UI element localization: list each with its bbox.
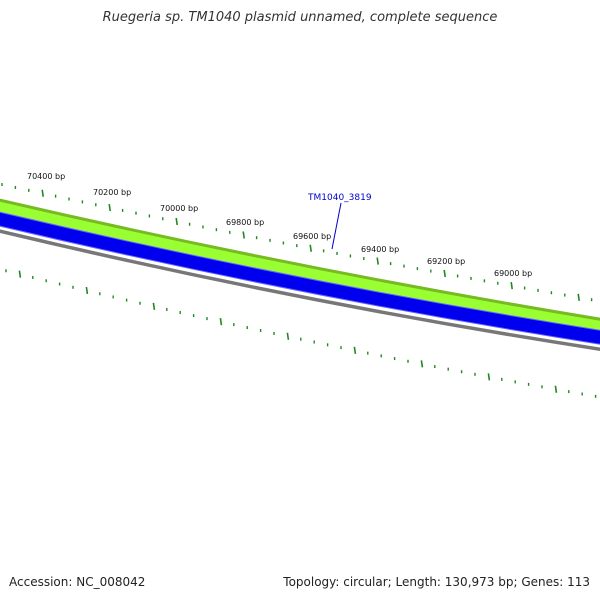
- ruler-label: 69200 bp: [427, 257, 465, 266]
- ruler-label: 70200 bp: [93, 188, 131, 197]
- sequence-summary: Topology: circular; Length: 130,973 bp; …: [283, 575, 590, 589]
- ruler-major-tick: [443, 269, 446, 278]
- map-title: Ruegeria sp. TM1040 plasmid unnamed, com…: [102, 10, 498, 25]
- ruler-major-tick: [219, 318, 223, 326]
- gene-label[interactable]: TM1040_3819: [307, 193, 372, 203]
- ruler-major-tick: [420, 360, 424, 368]
- ruler-major-tick: [353, 346, 357, 355]
- ruler-major-tick: [242, 231, 245, 239]
- ruler-ticks-inner: [5, 269, 597, 398]
- ruler-major-tick: [309, 244, 312, 252]
- gene-callout[interactable]: TM1040_3819: [307, 193, 372, 250]
- ruler-major-tick: [41, 189, 44, 197]
- ruler-major-tick: [286, 332, 290, 340]
- gene-leader-line: [331, 202, 342, 250]
- ruler-major-tick: [376, 257, 379, 265]
- ruler-major-tick: [108, 203, 111, 212]
- ruler-major-tick: [577, 293, 580, 302]
- ruler-labels: 70400 bp 70200 bp 70000 bp 69800 bp 6960…: [27, 172, 532, 278]
- ruler-major-tick: [85, 286, 89, 295]
- ruler-major-tick: [175, 217, 178, 226]
- ruler-label: 69000 bp: [494, 269, 532, 278]
- ruler-major-tick: [510, 282, 513, 290]
- ruler-label: 69400 bp: [361, 245, 399, 254]
- feature-band-outer-border: [0, 198, 600, 321]
- ruler-label: 70400 bp: [27, 172, 65, 181]
- ruler-major-tick: [18, 270, 22, 278]
- feature-tracks: [0, 198, 600, 351]
- ruler-label: 69600 bp: [293, 232, 331, 241]
- accession-text: Accession: NC_008042: [9, 575, 146, 589]
- ruler-label: 69800 bp: [226, 218, 264, 227]
- ruler-ticks-outer: [1, 183, 593, 302]
- sequence-backbone: [0, 229, 600, 351]
- feature-band-inner[interactable]: [0, 211, 600, 345]
- ruler-major-tick: [554, 385, 558, 393]
- ruler-major-tick: [487, 373, 491, 381]
- ruler-label: 70000 bp: [160, 204, 198, 213]
- ruler-major-tick: [152, 302, 156, 310]
